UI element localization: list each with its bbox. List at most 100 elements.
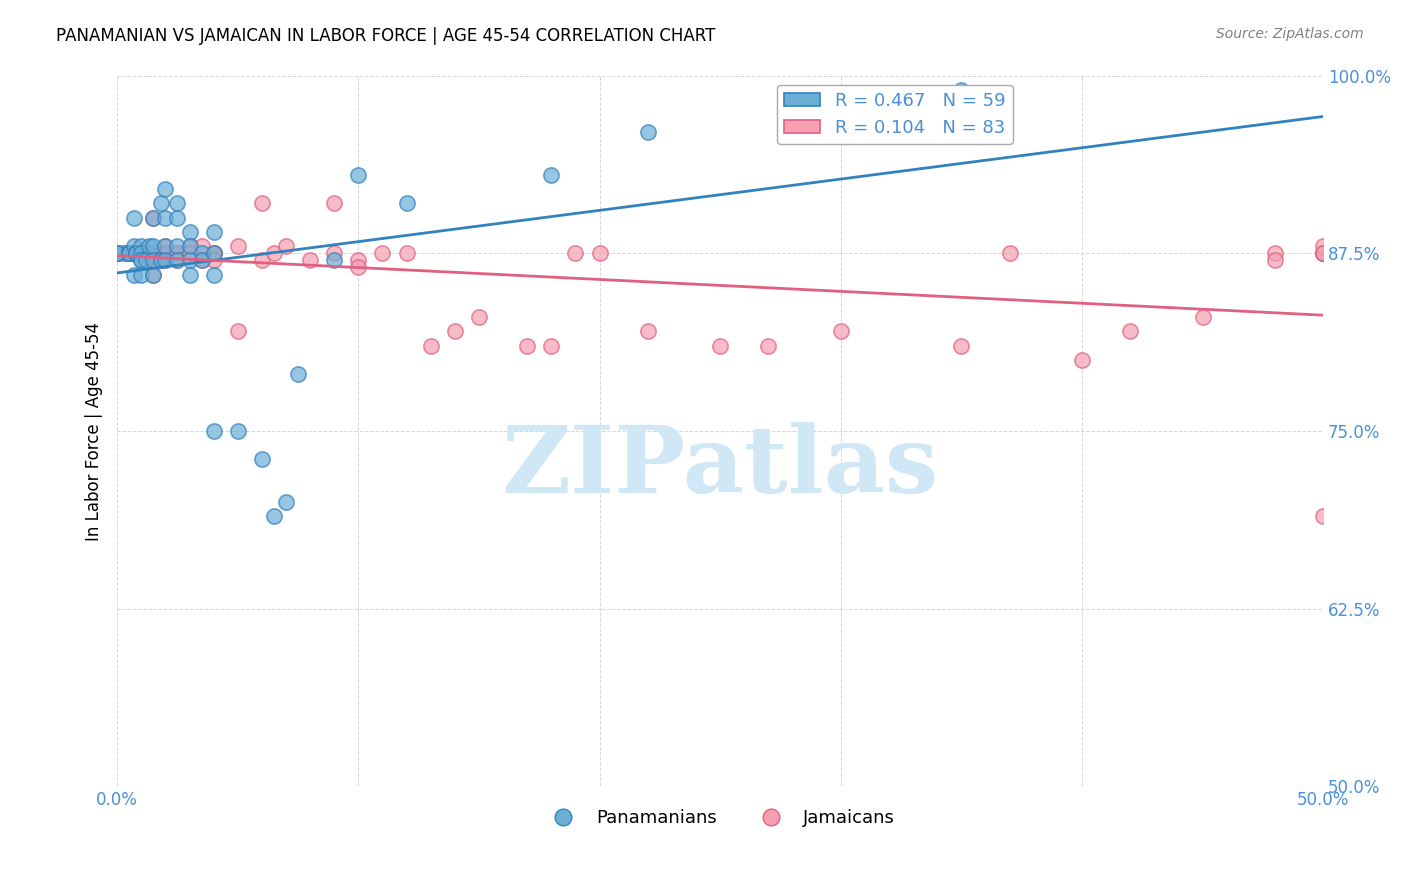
Point — [263, 246, 285, 260]
Point — [287, 367, 309, 381]
Point — [105, 246, 128, 260]
Point — [125, 246, 148, 260]
Point — [125, 246, 148, 260]
Point — [155, 182, 177, 196]
Point — [202, 246, 225, 260]
Point — [516, 339, 538, 353]
Point — [131, 246, 153, 260]
Point — [122, 211, 145, 225]
Point — [138, 246, 160, 260]
Point — [1312, 246, 1334, 260]
Point — [155, 239, 177, 253]
Point — [138, 239, 160, 253]
Point — [155, 211, 177, 225]
Point — [125, 246, 148, 260]
Point — [118, 246, 141, 260]
Point — [468, 310, 491, 325]
Point — [540, 339, 562, 353]
Point — [1312, 246, 1334, 260]
Point — [1071, 352, 1094, 367]
Point — [142, 268, 165, 282]
Point — [118, 246, 141, 260]
Point — [142, 211, 165, 225]
Point — [135, 253, 157, 268]
Point — [142, 253, 165, 268]
Point — [179, 225, 201, 239]
Point — [166, 211, 188, 225]
Point — [540, 168, 562, 182]
Point — [202, 268, 225, 282]
Point — [347, 168, 370, 182]
Point — [347, 253, 370, 268]
Point — [105, 246, 128, 260]
Point — [166, 239, 188, 253]
Point — [190, 239, 212, 253]
Point — [166, 196, 188, 211]
Point — [122, 246, 145, 260]
Point — [105, 246, 128, 260]
Point — [323, 253, 346, 268]
Point — [347, 260, 370, 275]
Point — [588, 246, 610, 260]
Point — [179, 239, 201, 253]
Point — [118, 246, 141, 260]
Point — [564, 246, 586, 260]
Point — [105, 246, 128, 260]
Legend: Panamanians, Jamaicans: Panamanians, Jamaicans — [538, 802, 903, 834]
Point — [122, 246, 145, 260]
Point — [105, 246, 128, 260]
Point — [323, 196, 346, 211]
Point — [202, 246, 225, 260]
Point — [250, 253, 273, 268]
Point — [179, 268, 201, 282]
Text: Source: ZipAtlas.com: Source: ZipAtlas.com — [1216, 27, 1364, 41]
Point — [1119, 325, 1142, 339]
Point — [142, 268, 165, 282]
Text: ZIPatlas: ZIPatlas — [502, 422, 939, 511]
Point — [131, 239, 153, 253]
Point — [202, 225, 225, 239]
Point — [131, 253, 153, 268]
Point — [830, 325, 852, 339]
Point — [323, 246, 346, 260]
Point — [950, 83, 973, 97]
Point — [112, 246, 135, 260]
Point — [118, 246, 141, 260]
Point — [149, 253, 172, 268]
Point — [135, 246, 157, 260]
Point — [142, 211, 165, 225]
Point — [155, 253, 177, 268]
Point — [135, 246, 157, 260]
Point — [179, 253, 201, 268]
Y-axis label: In Labor Force | Age 45-54: In Labor Force | Age 45-54 — [86, 321, 103, 541]
Point — [1312, 509, 1334, 524]
Point — [371, 246, 394, 260]
Point — [1264, 253, 1286, 268]
Point — [131, 246, 153, 260]
Point — [444, 325, 467, 339]
Point — [190, 246, 212, 260]
Point — [118, 246, 141, 260]
Point — [202, 253, 225, 268]
Point — [125, 246, 148, 260]
Point — [299, 253, 322, 268]
Point — [226, 325, 249, 339]
Point — [758, 339, 780, 353]
Point — [179, 239, 201, 253]
Point — [112, 246, 135, 260]
Point — [112, 246, 135, 260]
Point — [118, 246, 141, 260]
Point — [149, 246, 172, 260]
Point — [131, 246, 153, 260]
Point — [142, 239, 165, 253]
Point — [250, 196, 273, 211]
Point — [950, 339, 973, 353]
Text: PANAMANIAN VS JAMAICAN IN LABOR FORCE | AGE 45-54 CORRELATION CHART: PANAMANIAN VS JAMAICAN IN LABOR FORCE | … — [56, 27, 716, 45]
Point — [118, 246, 141, 260]
Point — [149, 253, 172, 268]
Point — [1312, 239, 1334, 253]
Point — [105, 246, 128, 260]
Point — [118, 246, 141, 260]
Point — [1312, 246, 1334, 260]
Point — [709, 339, 731, 353]
